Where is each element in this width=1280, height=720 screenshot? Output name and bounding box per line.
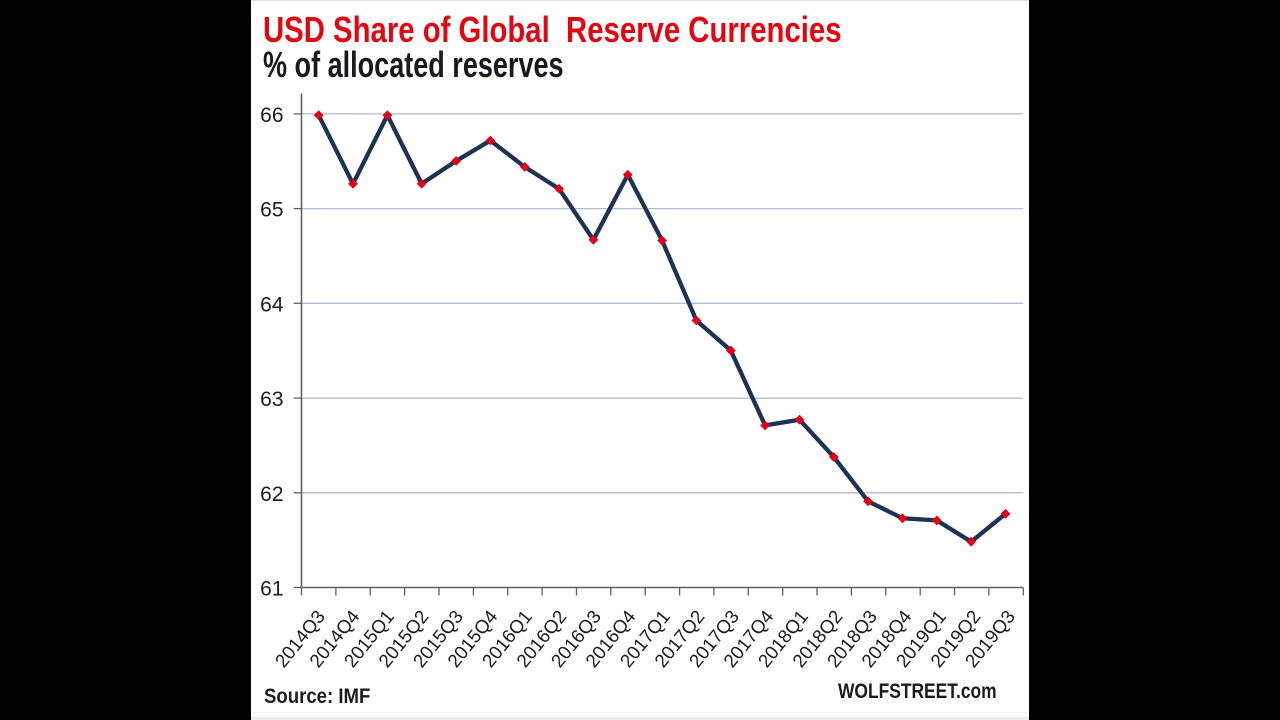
svg-text:64: 64	[260, 293, 284, 316]
svg-text:66: 66	[260, 104, 283, 127]
svg-text:63: 63	[260, 388, 283, 411]
svg-text:65: 65	[260, 199, 283, 222]
svg-text:61: 61	[260, 578, 283, 601]
svg-text:62: 62	[260, 483, 283, 506]
